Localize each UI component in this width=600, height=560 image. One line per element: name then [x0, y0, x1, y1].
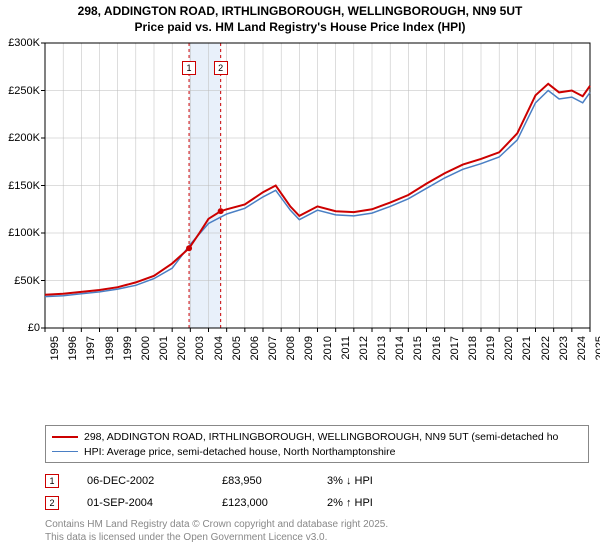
- chart-event-marker-1: 1: [182, 61, 196, 75]
- event-delta-1: 3% ↓ HPI: [327, 475, 373, 487]
- y-tick-label: £150K: [8, 180, 40, 192]
- title-line2: Price paid vs. HM Land Registry's House …: [0, 20, 600, 36]
- y-tick-label: £0: [28, 322, 40, 334]
- x-tick-label: 2010: [322, 336, 334, 360]
- x-tick-label: 1999: [122, 336, 134, 360]
- x-tick-label: 2015: [412, 336, 424, 360]
- legend-swatch-hpi: [52, 451, 78, 452]
- y-tick-label: £50K: [14, 275, 40, 287]
- attribution: Contains HM Land Registry data © Crown c…: [45, 518, 589, 544]
- x-tick-label: 2022: [540, 336, 552, 360]
- x-tick-label: 2024: [576, 336, 588, 360]
- event-row-2: 2 01-SEP-2004 £123,000 2% ↑ HPI: [45, 492, 589, 514]
- event-marker-1: 1: [45, 474, 59, 488]
- y-tick-label: £250K: [8, 85, 40, 97]
- legend-swatch-property: [52, 436, 78, 438]
- x-tick-label: 2001: [158, 336, 170, 360]
- event-date-1: 06-DEC-2002: [87, 475, 222, 487]
- event-delta-2: 2% ↑ HPI: [327, 497, 373, 509]
- x-tick-label: 1997: [85, 336, 97, 360]
- x-tick-label: 2008: [285, 336, 297, 360]
- x-tick-label: 2013: [376, 336, 388, 360]
- event-date-2: 01-SEP-2004: [87, 497, 222, 509]
- x-tick-label: 1998: [104, 336, 116, 360]
- x-tick-label: 2017: [449, 336, 461, 360]
- x-tick-label: 1996: [67, 336, 79, 360]
- x-tick-label: 1995: [49, 336, 61, 360]
- x-tick-label: 2003: [194, 336, 206, 360]
- x-tick-label: 2019: [485, 336, 497, 360]
- y-tick-label: £300K: [8, 37, 40, 49]
- x-tick-label: 2000: [140, 336, 152, 360]
- chart-event-marker-2: 2: [214, 61, 228, 75]
- event-marker-2: 2: [45, 496, 59, 510]
- legend-label-property: 298, ADDINGTON ROAD, IRTHLINGBOROUGH, WE…: [84, 431, 558, 443]
- event-table: 1 06-DEC-2002 £83,950 3% ↓ HPI 2 01-SEP-…: [45, 470, 589, 514]
- x-tick-label: 2016: [431, 336, 443, 360]
- event-price-1: £83,950: [222, 475, 327, 487]
- x-tick-label: 2012: [358, 336, 370, 360]
- x-tick-label: 2021: [521, 336, 533, 360]
- x-tick-label: 2007: [267, 336, 279, 360]
- x-tick-label: 2023: [558, 336, 570, 360]
- y-tick-label: £200K: [8, 132, 40, 144]
- chart-container: 298, ADDINGTON ROAD, IRTHLINGBOROUGH, WE…: [0, 0, 600, 560]
- x-tick-label: 2004: [213, 336, 225, 360]
- x-tick-label: 2014: [394, 336, 406, 360]
- event-price-2: £123,000: [222, 497, 327, 509]
- x-tick-label: 2018: [467, 336, 479, 360]
- chart-svg: [0, 38, 600, 378]
- title-line1: 298, ADDINGTON ROAD, IRTHLINGBOROUGH, WE…: [0, 4, 600, 20]
- legend: 298, ADDINGTON ROAD, IRTHLINGBOROUGH, WE…: [45, 425, 589, 463]
- event-row-1: 1 06-DEC-2002 £83,950 3% ↓ HPI: [45, 470, 589, 492]
- attribution-line2: This data is licensed under the Open Gov…: [45, 531, 589, 544]
- x-tick-label: 2006: [249, 336, 261, 360]
- x-tick-label: 2011: [340, 336, 352, 360]
- x-tick-label: 2020: [503, 336, 515, 360]
- x-tick-label: 2009: [303, 336, 315, 360]
- x-tick-label: 2002: [176, 336, 188, 360]
- x-tick-label: 2025: [594, 336, 600, 360]
- chart-area: £0 £50K £100K £150K £200K £250K £300K 1995 1996 1…: [0, 38, 600, 378]
- legend-label-hpi: HPI: Average price, semi-detached house,…: [84, 446, 395, 458]
- attribution-line1: Contains HM Land Registry data © Crown c…: [45, 518, 589, 531]
- chart-title: 298, ADDINGTON ROAD, IRTHLINGBOROUGH, WE…: [0, 0, 600, 35]
- legend-item-property: 298, ADDINGTON ROAD, IRTHLINGBOROUGH, WE…: [52, 429, 582, 444]
- x-tick-label: 2005: [231, 336, 243, 360]
- legend-item-hpi: HPI: Average price, semi-detached house,…: [52, 444, 582, 459]
- y-tick-label: £100K: [8, 227, 40, 239]
